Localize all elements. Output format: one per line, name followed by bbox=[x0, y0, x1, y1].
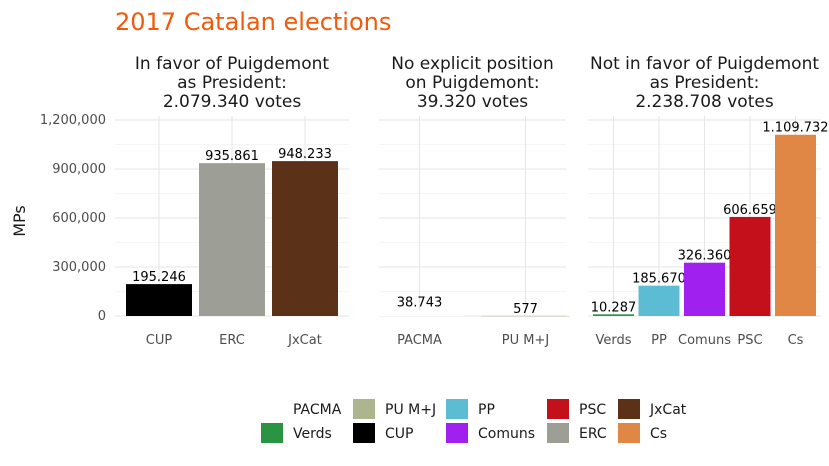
x-tick-label: PACMA bbox=[397, 333, 442, 348]
legend-label: PP bbox=[478, 402, 495, 418]
x-tick-label: Cs bbox=[788, 333, 804, 348]
data-label: 326.360 bbox=[678, 249, 732, 264]
legend-item: ERC bbox=[547, 423, 607, 443]
x-tick-label: JxCat bbox=[287, 333, 322, 348]
legend-item: PU M+J bbox=[353, 399, 436, 419]
data-label: 935.861 bbox=[205, 149, 259, 164]
legend-item: CUP bbox=[353, 423, 413, 443]
y-axis-label: MPs bbox=[10, 205, 29, 237]
facet-title: 2.079.340 votes bbox=[163, 92, 302, 112]
facet-title: as President: bbox=[650, 73, 760, 93]
bar-comuns bbox=[684, 262, 725, 316]
legend-item: PSC bbox=[547, 399, 606, 419]
data-label: 185.670 bbox=[632, 272, 686, 287]
x-tick-label: Comuns bbox=[678, 333, 731, 348]
bar-pacma bbox=[375, 309, 464, 316]
data-label: 10.287 bbox=[591, 300, 637, 315]
data-label: 38.743 bbox=[397, 296, 443, 311]
legend-label: Comuns bbox=[478, 426, 535, 442]
x-tick-label: ERC bbox=[219, 333, 245, 348]
data-label: 577 bbox=[513, 302, 538, 317]
legend-swatch bbox=[547, 399, 569, 419]
bar-pp bbox=[638, 285, 680, 316]
legend-swatch bbox=[618, 423, 640, 443]
chart-title: 2017 Catalan elections bbox=[115, 8, 391, 36]
x-tick-label: PSC bbox=[737, 333, 762, 348]
bar-pu-m-j bbox=[481, 315, 570, 317]
data-label: 1.109.732 bbox=[762, 121, 828, 136]
legend-label: ERC bbox=[579, 426, 607, 442]
legend-item: PP bbox=[446, 399, 495, 419]
data-label: 606.659 bbox=[723, 203, 777, 218]
y-tick-label: 900,000 bbox=[52, 162, 106, 177]
legend-swatch bbox=[618, 399, 640, 419]
bar-verds bbox=[593, 314, 634, 316]
legend-swatch bbox=[261, 399, 283, 419]
legend-swatch bbox=[547, 423, 569, 443]
legend-item: Comuns bbox=[446, 423, 535, 443]
facet-title: as President: bbox=[177, 73, 287, 93]
legend-label: Cs bbox=[650, 426, 667, 442]
legend-item: Cs bbox=[618, 423, 667, 443]
bar-cup bbox=[126, 284, 192, 316]
legend-item: Verds bbox=[261, 423, 332, 443]
legend-swatch bbox=[353, 423, 375, 443]
legend-label: PU M+J bbox=[385, 402, 436, 418]
legend-swatch bbox=[261, 423, 283, 443]
legend-swatch bbox=[446, 423, 468, 443]
legend-item: PACMA bbox=[261, 399, 342, 419]
legend-label: CUP bbox=[385, 426, 413, 442]
legend-label: PSC bbox=[579, 402, 606, 418]
legend-label: Verds bbox=[293, 426, 332, 442]
y-tick-label: 600,000 bbox=[52, 211, 106, 226]
y-tick-label: 0 bbox=[98, 309, 106, 324]
facet-title: Not in favor of Puigdemont bbox=[590, 54, 819, 74]
x-tick-label: Verds bbox=[595, 333, 631, 348]
legend-label: JxCat bbox=[649, 402, 687, 418]
y-tick-label: 300,000 bbox=[52, 260, 106, 275]
legend-swatch bbox=[446, 399, 468, 419]
bar-erc bbox=[199, 163, 265, 316]
legend-item: JxCat bbox=[618, 399, 687, 419]
facet-title: In favor of Puigdemont bbox=[135, 54, 329, 74]
facet-title: on Puigdemont: bbox=[405, 73, 539, 93]
legend-swatch bbox=[353, 399, 375, 419]
x-tick-label: CUP bbox=[146, 333, 173, 348]
x-tick-label: PP bbox=[651, 333, 667, 348]
data-label: 195.246 bbox=[132, 270, 186, 285]
data-label: 948.233 bbox=[278, 147, 332, 162]
bar-cs bbox=[775, 134, 816, 316]
facet-title: No explicit position bbox=[391, 54, 553, 74]
y-tick-label: 1,200,000 bbox=[40, 113, 106, 128]
facet-title: 2.238.708 votes bbox=[635, 92, 774, 112]
bar-psc bbox=[729, 216, 771, 316]
facet-title: 39.320 votes bbox=[417, 92, 528, 112]
x-tick-label: PU M+J bbox=[502, 333, 549, 348]
legend-label: PACMA bbox=[293, 402, 342, 418]
bar-jxcat bbox=[272, 161, 338, 316]
